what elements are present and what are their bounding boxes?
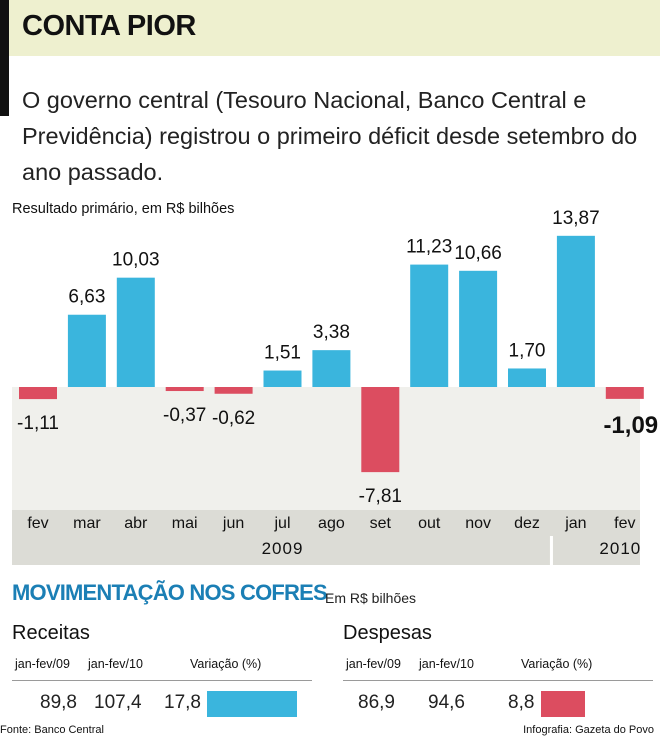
receitas-title: Receitas [12, 622, 90, 644]
value-label-1: 6,63 [68, 287, 105, 308]
receitas-value-2010: 107,4 [94, 692, 142, 713]
bar-jun-4 [214, 387, 253, 394]
despesas-value-2010: 94,6 [428, 692, 465, 713]
chart-subtitle: Resultado primário, em R$ bilhões [12, 201, 235, 217]
bar-out-8 [410, 264, 449, 387]
value-label-8: 11,23 [406, 237, 452, 258]
value-label-11: 13,87 [552, 208, 600, 229]
credit-note: Infografia: Gazeta do Povo [523, 724, 654, 736]
despesas-col-variacao: Variação (%) [521, 657, 593, 671]
value-label-5: 1,51 [264, 343, 301, 364]
receitas-variacao-bar [207, 691, 297, 717]
bar-set-7 [361, 387, 400, 473]
despesas-col-2009: jan-fev/09 [346, 657, 401, 671]
receitas-col-2009: jan-fev/09 [15, 657, 70, 671]
value-label-10: 1,70 [509, 340, 546, 361]
month-label-12: fev [614, 515, 635, 532]
bar-ago-6 [312, 350, 351, 387]
month-label-5: jul [273, 515, 290, 532]
bar-fev-0 [19, 387, 57, 400]
value-label-6: 3,38 [313, 322, 350, 343]
value-label-3: -0,37 [163, 405, 206, 426]
value-label-4: -0,62 [212, 408, 255, 429]
axis-band [12, 510, 640, 565]
section-unit: Em R$ bilhões [325, 590, 417, 606]
title-accent-bar [0, 0, 9, 116]
value-label-12: -1,09 [603, 412, 658, 439]
month-label-4: jun [222, 515, 244, 532]
year-label-2010: 2010 [599, 539, 641, 558]
page-title: CONTA PIOR [22, 10, 196, 42]
bar-mai-3 [165, 387, 204, 392]
despesas-title: Despesas [343, 622, 432, 644]
value-label-2: 10,03 [112, 250, 160, 271]
year-label-2009: 2009 [262, 539, 304, 558]
value-label-7: -7,81 [359, 486, 402, 507]
receitas-value-2009: 89,8 [40, 692, 77, 713]
source-note: Fonte: Banco Central [0, 724, 104, 736]
receitas-variacao: 17,8 [164, 692, 201, 713]
bar-nov-9 [459, 270, 498, 387]
month-label-11: jan [564, 515, 586, 532]
month-label-6: ago [318, 515, 345, 532]
section-title: MOVIMENTAÇÃO NOS COFRES [12, 580, 328, 605]
receitas-col-2010: jan-fev/10 [88, 657, 143, 671]
month-label-1: mar [73, 515, 101, 532]
despesas-variacao-bar [541, 691, 585, 717]
despesas-divider [343, 680, 653, 681]
month-label-0: fev [27, 515, 48, 532]
month-label-10: dez [514, 515, 540, 532]
month-label-9: nov [465, 515, 491, 532]
despesas-variacao: 8,8 [508, 692, 535, 713]
receitas-col-variacao: Variação (%) [190, 657, 262, 671]
month-label-3: mai [172, 515, 198, 532]
receitas-divider [12, 680, 312, 681]
despesas-col-2010: jan-fev/10 [419, 657, 474, 671]
value-label-0: -1,11 [17, 413, 59, 434]
month-label-7: set [370, 515, 392, 532]
despesas-value-2009: 86,9 [358, 692, 395, 713]
bar-mar-1 [67, 314, 106, 387]
bar-fev-12 [605, 387, 644, 399]
bar-jul-5 [263, 370, 302, 387]
month-label-2: abr [124, 515, 148, 532]
month-label-8: out [418, 515, 441, 532]
plot-area-lower [12, 387, 640, 510]
bar-abr-2 [116, 277, 155, 387]
lead-text: O governo central (Tesouro Nacional, Ban… [22, 87, 638, 185]
bar-jan-11 [556, 235, 595, 387]
value-label-9: 10,66 [454, 243, 502, 264]
title-band [0, 0, 660, 56]
bar-chart: -1,11 fev 6,63 mar 10,03 abr -0,37 mai -0,62 jun 1… [12, 208, 658, 565]
bar-dez-10 [508, 368, 546, 387]
